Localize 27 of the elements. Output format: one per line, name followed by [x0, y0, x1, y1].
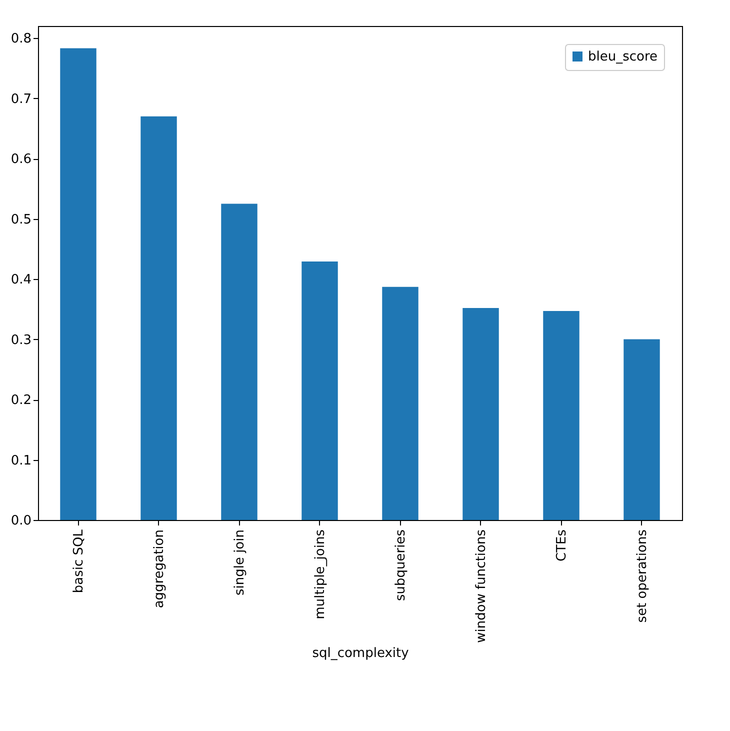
x-tick-label: basic SQL: [71, 528, 86, 594]
x-tick-label: single join: [232, 530, 248, 596]
y-tick-label: 0.0: [10, 514, 32, 528]
bar: [221, 204, 258, 520]
y-tick-label: 0.6: [10, 152, 32, 168]
y-tick-label: 0.1: [10, 453, 32, 468]
x-tick-label: subqueries: [393, 529, 408, 601]
y-tick-label: 0.3: [10, 332, 32, 348]
bar: [140, 116, 177, 520]
bar: [60, 48, 96, 520]
bar: [382, 286, 418, 520]
x-tick-label: multiple_joins: [312, 529, 328, 620]
y-tick-label: 0.2: [10, 393, 32, 408]
x-tick-label: CTEs: [554, 529, 570, 562]
y-tick-label: 0.8: [10, 32, 32, 47]
x-tick-label: aggregation: [152, 530, 167, 608]
bar: [462, 308, 499, 520]
y-tick-label: 0.7: [10, 92, 32, 107]
x-tick-label: set operations: [634, 529, 650, 623]
bar: [624, 339, 660, 520]
x-tick-label: window functions: [474, 529, 489, 643]
x-axis-title: sql_complexity: [312, 646, 410, 661]
y-tick-label: 0.5: [10, 212, 32, 228]
bar: [543, 310, 580, 520]
y-tick-label: 0.4: [10, 272, 32, 288]
bar: [302, 262, 338, 520]
legend-label: bleu_score: [588, 50, 658, 64]
